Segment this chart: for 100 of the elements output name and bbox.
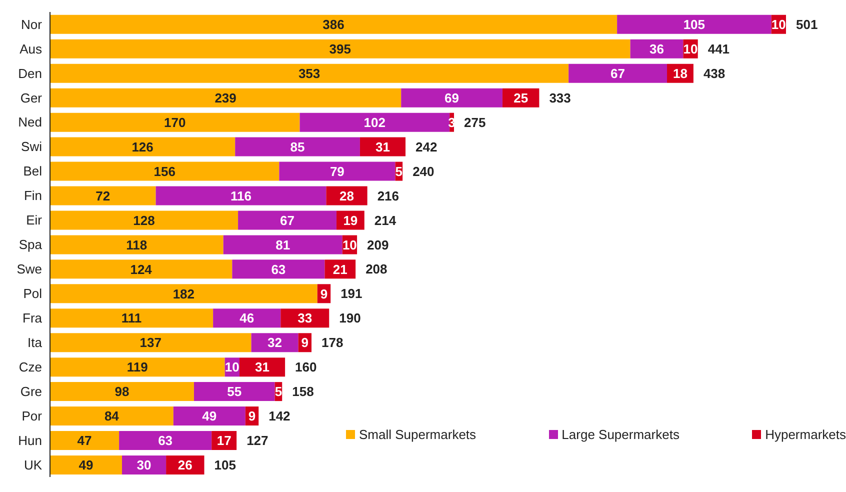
- bar: [119, 430, 212, 450]
- bar: [240, 358, 286, 377]
- y-tick-label: Ger: [20, 90, 43, 106]
- bar: [401, 88, 502, 108]
- total-label: 191: [340, 286, 362, 302]
- bar: [194, 382, 275, 402]
- bar: [50, 64, 569, 83]
- total-label: 178: [321, 335, 344, 350]
- y-tick-label: Ned: [18, 114, 42, 130]
- bar: [50, 39, 630, 58]
- data-label: 239: [214, 90, 236, 106]
- bar: [235, 137, 360, 156]
- data-label: 111: [121, 310, 142, 326]
- data-label: 395: [329, 42, 351, 57]
- data-label: 72: [96, 188, 110, 204]
- bar: [50, 455, 122, 474]
- data-label: 118: [126, 237, 148, 252]
- data-label: 17: [216, 433, 232, 448]
- data-label: 9: [320, 286, 328, 302]
- y-tick-label: Bel: [23, 164, 42, 179]
- data-label: 67: [610, 66, 626, 81]
- data-label: 128: [133, 212, 155, 228]
- bar: [50, 382, 194, 402]
- total-label: 127: [246, 433, 268, 448]
- y-tick-label: Pol: [23, 286, 42, 302]
- bar: [568, 64, 668, 83]
- data-label: 9: [248, 408, 256, 424]
- bar: [360, 137, 406, 156]
- data-label: 46: [240, 310, 254, 326]
- data-label: 25: [514, 90, 528, 106]
- data-label: 63: [271, 262, 286, 277]
- bar: [238, 210, 336, 230]
- data-label: 85: [290, 139, 305, 154]
- y-tick-label: Swi: [21, 139, 42, 154]
- bar: [50, 235, 224, 254]
- bar: [251, 333, 298, 352]
- y-tick-label: Aus: [20, 41, 42, 56]
- total-label: 208: [366, 262, 388, 277]
- bar: [280, 308, 330, 328]
- data-label: 81: [276, 237, 290, 252]
- bar: [50, 430, 120, 450]
- total-label: 190: [339, 310, 361, 326]
- y-tick-label: Spa: [18, 237, 43, 252]
- data-label: 36: [649, 42, 664, 57]
- total-label: 333: [549, 90, 571, 106]
- data-label: 124: [130, 262, 153, 277]
- y-tick-label: Fin: [24, 188, 42, 204]
- bar: [50, 88, 402, 108]
- data-label: 170: [164, 114, 186, 130]
- total-label: 242: [416, 139, 438, 154]
- data-label: 26: [178, 458, 192, 473]
- bar: [50, 137, 236, 156]
- bar: [50, 358, 225, 377]
- total-label: 214: [374, 212, 397, 228]
- data-label: 9: [301, 335, 308, 350]
- bar: [213, 308, 281, 328]
- data-label: 10: [683, 42, 698, 57]
- data-label: 63: [158, 433, 173, 448]
- bar: [232, 260, 325, 279]
- data-label: 119: [126, 360, 148, 375]
- total-label: 209: [367, 237, 389, 252]
- bar: [50, 186, 156, 206]
- y-tick-label: UK: [24, 457, 42, 472]
- bar: [223, 235, 342, 254]
- data-label: 28: [340, 188, 354, 204]
- bar: [50, 260, 232, 279]
- data-label: 116: [230, 188, 252, 204]
- y-tick-label: Den: [18, 66, 42, 81]
- total-label: 216: [377, 188, 400, 204]
- total-label: 160: [295, 360, 317, 375]
- data-label: 10: [342, 237, 357, 252]
- data-label: 156: [154, 164, 176, 179]
- data-label: 33: [298, 310, 312, 326]
- y-tick-label: Eir: [26, 212, 43, 228]
- legend-label: Large Supermarkets: [560, 427, 680, 442]
- legend-label: Small Supermarkets: [358, 427, 476, 442]
- total-label: 441: [708, 41, 730, 56]
- data-label: 79: [330, 164, 344, 179]
- y-tick-label: Nor: [21, 16, 43, 32]
- bar: [50, 333, 252, 352]
- total-label: 501: [796, 16, 818, 32]
- y-tick-label: Cze: [18, 359, 42, 374]
- bar: [300, 112, 450, 132]
- y-tick-label: Swe: [16, 262, 42, 277]
- data-label: 105: [683, 17, 706, 32]
- data-label: 102: [364, 114, 386, 130]
- data-label: 137: [140, 335, 162, 350]
- bar: [50, 162, 280, 181]
- data-label: 49: [78, 458, 94, 473]
- data-label: 49: [202, 408, 217, 424]
- bar: [50, 284, 318, 304]
- data-label: 47: [77, 433, 92, 448]
- bar: [279, 162, 396, 181]
- bar: [50, 112, 300, 132]
- data-label: 5: [274, 384, 282, 400]
- y-tick-label: Hun: [18, 432, 42, 448]
- data-label: 32: [268, 335, 282, 350]
- bar: [50, 308, 214, 328]
- data-label: 10: [771, 17, 786, 32]
- bar: [617, 14, 772, 34]
